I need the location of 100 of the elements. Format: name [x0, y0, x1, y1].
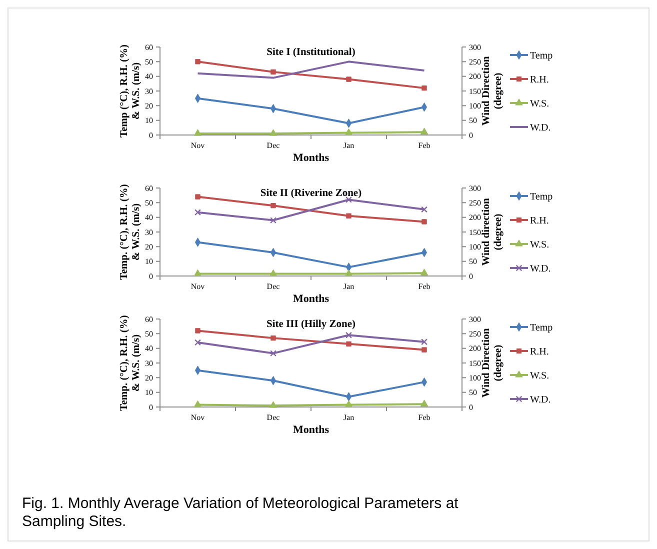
y-tick-label: 30: [145, 86, 153, 96]
y2-tick-label: 200: [469, 344, 481, 354]
point: [270, 335, 276, 341]
point: [346, 213, 352, 218]
y2-tick-label: 300: [469, 314, 481, 324]
y2-tick-label: 250: [469, 57, 481, 66]
point: [422, 219, 427, 224]
point: [270, 69, 276, 75]
point: [421, 206, 428, 213]
point: [194, 269, 202, 276]
point: [194, 209, 201, 216]
point: [270, 350, 276, 357]
point: [346, 341, 352, 347]
point: [421, 338, 428, 346]
point: [422, 347, 427, 352]
point: [195, 194, 200, 200]
y2-tick-label: 50: [469, 116, 477, 126]
legend-label: Temp: [530, 192, 553, 202]
y-tick-label: 20: [145, 101, 153, 110]
point: [346, 332, 352, 338]
x-tick-label: Dec: [266, 413, 280, 422]
y2-tick-label: 150: [469, 86, 481, 96]
x-axis-title: Months: [292, 424, 330, 436]
y-axis-title: Temp (°C), R.H. (%) & W.S. (m/s): [118, 44, 142, 138]
legend-label: R.H.: [530, 74, 549, 86]
point: [194, 400, 202, 408]
y-tick-label: 40: [145, 213, 153, 222]
y2-tick-label: 50: [469, 388, 477, 398]
legend-label: W.S.: [530, 240, 550, 250]
y2-tick-label: 0: [469, 272, 473, 281]
point: [270, 203, 276, 208]
x-tick-label: Feb: [418, 282, 430, 291]
point: [420, 128, 428, 134]
x-tick-label: Jan: [343, 413, 354, 422]
x-tick-label: Nov: [190, 282, 205, 291]
y2-tick-label: 0: [469, 130, 473, 140]
x-tick-label: Dec: [266, 282, 280, 291]
y-tick-label: 10: [145, 116, 153, 126]
legend-label: Temp: [530, 50, 553, 62]
y-axis-title: Temp. (°C), R.H. (%) & W.S. (m/s): [118, 314, 142, 411]
legend-label: R.H.: [530, 216, 549, 226]
point: [269, 129, 278, 136]
point: [346, 76, 352, 82]
y2-tick-label: 50: [469, 257, 477, 266]
y2-tick-label: 300: [469, 184, 481, 193]
y2-axis-title: Wind Direction (degree): [480, 328, 504, 398]
chart-title: Site III (Hilly Zone): [266, 319, 356, 330]
point: [344, 269, 353, 276]
y2-tick-label: 250: [469, 198, 481, 208]
point: [195, 328, 200, 334]
legend-label: W.D.: [530, 264, 551, 274]
y2-tick-label: 100: [469, 242, 481, 252]
point: [422, 85, 427, 91]
caption: Fig. 1. Monthly Average Variation of Meteorological Parameters at Sampling Sites.: [22, 495, 460, 530]
line-series: [196, 60, 426, 79]
legend-label: W.D.: [530, 122, 551, 134]
y-tick-label: 0: [149, 272, 153, 281]
x-tick-label: Nov: [190, 141, 205, 150]
y-tick-label: 50: [145, 329, 153, 338]
y-tick-label: 30: [145, 358, 153, 368]
y2-tick-label: 150: [469, 358, 481, 368]
x-tick-label: Feb: [418, 413, 430, 422]
y2-tick-label: 100: [469, 373, 481, 382]
x-tick-label: Nov: [190, 413, 205, 422]
y-tick-label: 50: [145, 198, 153, 208]
point: [194, 129, 202, 136]
y-tick-label: 40: [145, 344, 153, 354]
y2-tick-label: 200: [469, 72, 481, 82]
point: [269, 401, 278, 408]
x-tick-label: Jan: [343, 141, 354, 150]
y-tick-label: 20: [145, 373, 153, 382]
point: [344, 128, 353, 136]
y-axis-title: Temp. (°C), R.H. (%) & W.S. (m/s): [118, 184, 142, 280]
legend-label: W.S.: [530, 370, 550, 382]
point: [420, 400, 428, 406]
point: [344, 400, 353, 408]
legend-label: W.S.: [530, 98, 550, 110]
y-tick-label: 60: [145, 184, 153, 193]
point: [269, 269, 278, 276]
point: [270, 217, 276, 224]
legend-label: R.H.: [530, 346, 549, 358]
y-tick-label: 50: [145, 57, 153, 66]
chart-title: Site I (Institutional): [266, 47, 356, 58]
y-tick-label: 0: [149, 402, 153, 412]
y2-axis-title: Wind Direction (degree): [480, 56, 504, 126]
x-axis-title: Months: [292, 152, 330, 164]
y2-tick-label: 100: [469, 101, 481, 110]
y2-tick-label: 200: [469, 213, 481, 222]
x-tick-label: Feb: [418, 141, 430, 150]
y-tick-label: 0: [149, 130, 153, 140]
y2-tick-label: 150: [469, 228, 481, 237]
point: [194, 339, 201, 346]
y2-tick-label: 250: [469, 329, 481, 338]
x-tick-label: Jan: [343, 282, 354, 291]
legend-label: Temp: [530, 322, 553, 334]
y-tick-label: 60: [145, 42, 153, 52]
point: [420, 268, 428, 276]
chart-title: Site II (Riverine Zone): [260, 188, 362, 199]
y2-axis-title: Wind direction (degree): [480, 198, 504, 266]
x-axis-title: Months: [292, 293, 330, 305]
